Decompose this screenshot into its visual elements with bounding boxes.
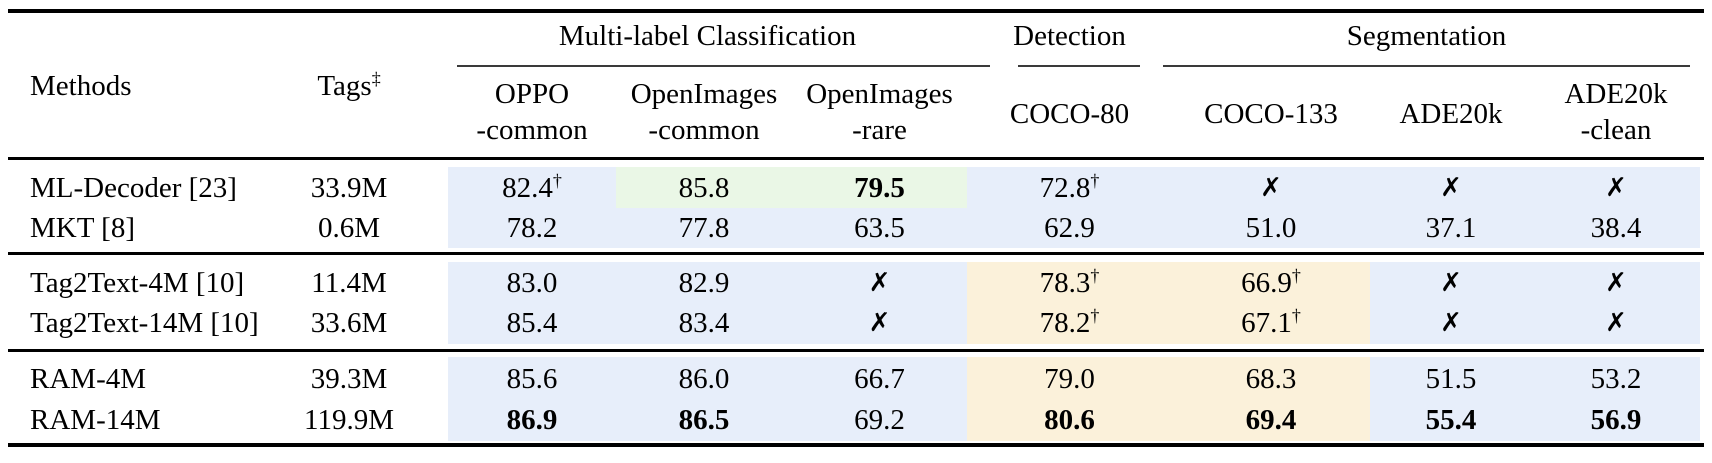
metric-cell: ✗ (1605, 173, 1627, 203)
tags-count: 11.4M (311, 267, 387, 299)
table-midrule-2 (8, 349, 1704, 352)
metric-cell: 86.5 (678, 404, 730, 436)
method-name: RAM-4M (30, 363, 147, 395)
group-header-classification: Multi-label Classification (558, 20, 857, 52)
detection-underline (1018, 65, 1140, 67)
column-header-ade20k: ADE20k (1399, 98, 1503, 130)
metric-cell: ✗ (1440, 308, 1462, 338)
metric-cell: 85.8 (678, 172, 730, 204)
metric-cell: 79.0 (1044, 363, 1095, 395)
metric-cell: 80.6 (1044, 404, 1095, 436)
metric-cell: ✗ (1260, 173, 1282, 203)
column-header-openimages-rare: OpenImages -rare (806, 78, 953, 146)
metric-cell: 69.2 (854, 404, 905, 436)
highlight-orange-group2 (967, 262, 1370, 344)
metric-cell: 82.4† (502, 170, 562, 204)
metric-cell: 51.0 (1245, 212, 1297, 244)
metric-cell: 82.9 (678, 267, 730, 299)
column-header-coco80: COCO-80 (1009, 98, 1130, 130)
column-header-coco133: COCO-133 (1204, 98, 1338, 130)
metric-cell: 53.2 (1590, 363, 1642, 395)
metric-cell: 37.1 (1425, 212, 1477, 244)
metric-cell: ✗ (1605, 268, 1627, 298)
group-header-detection: Detection (1013, 20, 1126, 52)
table-row-ml-decoder: ML-Decoder [23] 33.9M 82.4† 85.8 79.5 72… (0, 168, 1712, 208)
segmentation-underline (1163, 65, 1690, 67)
method-name: MKT [8] (30, 212, 135, 244)
column-header-oppo-common: OPPO -common (476, 78, 588, 146)
metric-cell: ✗ (868, 308, 891, 338)
metric-cell: 68.3 (1245, 363, 1297, 395)
tags-count: 39.3M (310, 363, 388, 395)
metric-cell: 63.5 (854, 212, 905, 244)
metric-cell: 79.5 (854, 172, 905, 204)
method-name: ML-Decoder [23] (30, 172, 237, 204)
table-row-tag2text-14m: Tag2Text-14M [10] 33.6M 85.4 83.4 ✗ 78.2… (0, 303, 1712, 343)
metric-cell: 86.0 (678, 363, 730, 395)
highlight-orange-group3 (967, 357, 1370, 441)
classification-underline (457, 65, 990, 67)
table-bottom-rule (8, 443, 1704, 447)
metric-cell: 83.0 (506, 267, 558, 299)
column-header-ade20k-clean: ADE20k -clean (1564, 78, 1668, 146)
table-row-tag2text-4m: Tag2Text-4M [10] 11.4M 83.0 82.9 ✗ 78.3†… (0, 263, 1712, 303)
method-name: Tag2Text-14M [10] (30, 307, 259, 339)
metric-cell: ✗ (1440, 268, 1462, 298)
metric-cell: 66.9† (1241, 265, 1301, 299)
method-name: Tag2Text-4M [10] (30, 267, 245, 299)
metric-cell: 77.8 (678, 212, 730, 244)
column-header-methods: Methods (30, 70, 132, 102)
metric-cell: 83.4 (678, 307, 730, 339)
metric-cell: 85.4 (506, 307, 558, 339)
metric-cell: ✗ (1605, 308, 1627, 338)
metric-cell: 69.4 (1245, 404, 1297, 436)
tags-count: 33.6M (310, 307, 388, 339)
metric-cell: 51.5 (1425, 363, 1477, 395)
method-name: RAM-14M (30, 404, 161, 436)
table-row-ram-4m: RAM-4M 39.3M 85.6 86.0 66.7 79.0 68.3 51… (0, 359, 1712, 400)
metric-cell: 67.1† (1241, 305, 1301, 339)
column-header-tags: Tags‡ (317, 68, 381, 102)
metric-cell: 38.4 (1590, 212, 1642, 244)
column-header-openimages-common: OpenImages -common (630, 78, 778, 146)
double-dagger-marker: ‡ (371, 68, 381, 89)
metric-cell: 78.3† (1039, 265, 1100, 299)
table-row-ram-14m: RAM-14M 119.9M 86.9 86.5 69.2 80.6 69.4 … (0, 400, 1712, 441)
metric-cell: 78.2 (506, 212, 558, 244)
metric-cell: ✗ (868, 268, 891, 298)
metric-cell: 85.6 (506, 363, 558, 395)
table-header-rule (8, 157, 1704, 160)
tags-count: 0.6M (317, 212, 381, 244)
table-midrule-1 (8, 252, 1704, 255)
metric-cell: 72.8† (1039, 170, 1100, 204)
tags-count: 33.9M (310, 172, 388, 204)
metric-cell: 55.4 (1425, 404, 1477, 436)
group-header-segmentation: Segmentation (1346, 20, 1507, 52)
metric-cell: 62.9 (1044, 212, 1095, 244)
metric-cell: 66.7 (854, 363, 905, 395)
metric-cell: 78.2† (1039, 305, 1100, 339)
tags-count: 119.9M (304, 404, 394, 436)
table-row-mkt: MKT [8] 0.6M 78.2 77.8 63.5 62.9 51.0 37… (0, 208, 1712, 248)
metric-cell: 86.9 (506, 404, 558, 436)
metric-cell: ✗ (1440, 173, 1462, 203)
table-top-rule (8, 9, 1704, 13)
highlight-green-mldecoder (616, 167, 967, 208)
metric-cell: 56.9 (1590, 404, 1642, 436)
